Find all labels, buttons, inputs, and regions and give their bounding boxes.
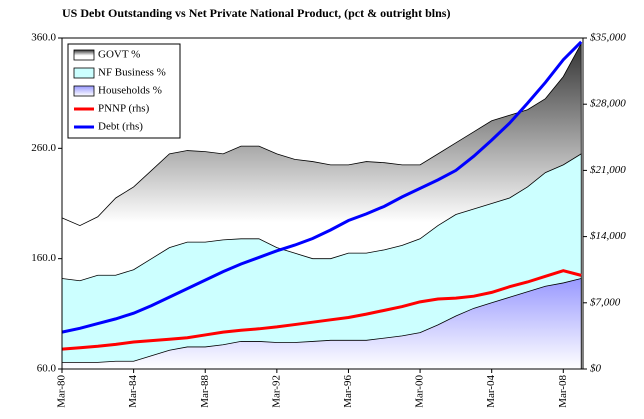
x-tick-label: Mar-92 [270,375,282,408]
y2-tick-label: $35,000 [590,32,626,44]
y-tick-label: 60.0 [37,363,57,375]
area [61,153,582,370]
legend-label: PNNP (rhs) [98,103,150,115]
x-tick-label: Mar-08 [557,375,569,408]
x-tick-label: Mar-00 [414,375,426,408]
x-tick-label: Mar-84 [127,375,139,408]
y2-tick-label: $21,000 [590,164,626,176]
legend-swatch [73,49,95,61]
line [61,269,582,351]
y2-tick-label: $0 [590,363,602,375]
y2-tick-label: $14,000 [590,230,626,242]
legend-label: Debt (rhs) [98,121,143,133]
area [61,278,582,370]
x-tick-label: Mar-04 [485,375,497,408]
x-tick-label: Mar-88 [199,375,211,408]
y-tick-label: 260.0 [31,142,56,154]
x-tick-label: Mar-80 [56,375,68,408]
legend-label: GOVT % [98,49,140,61]
x-tick-label: Mar-96 [342,375,354,408]
y2-tick-label: $7,000 [590,296,621,308]
y-tick-label: 160.0 [31,252,56,264]
legend-swatch [73,67,95,79]
legend-label: Households % [98,85,162,97]
chart-title: US Debt Outstanding vs Net Private Natio… [62,6,450,20]
legend-swatch [73,85,95,97]
y2-tick-label: $28,000 [590,98,626,110]
line [61,40,583,334]
legend-label: NF Business % [98,67,166,79]
y-tick-label: 360.0 [31,32,56,44]
